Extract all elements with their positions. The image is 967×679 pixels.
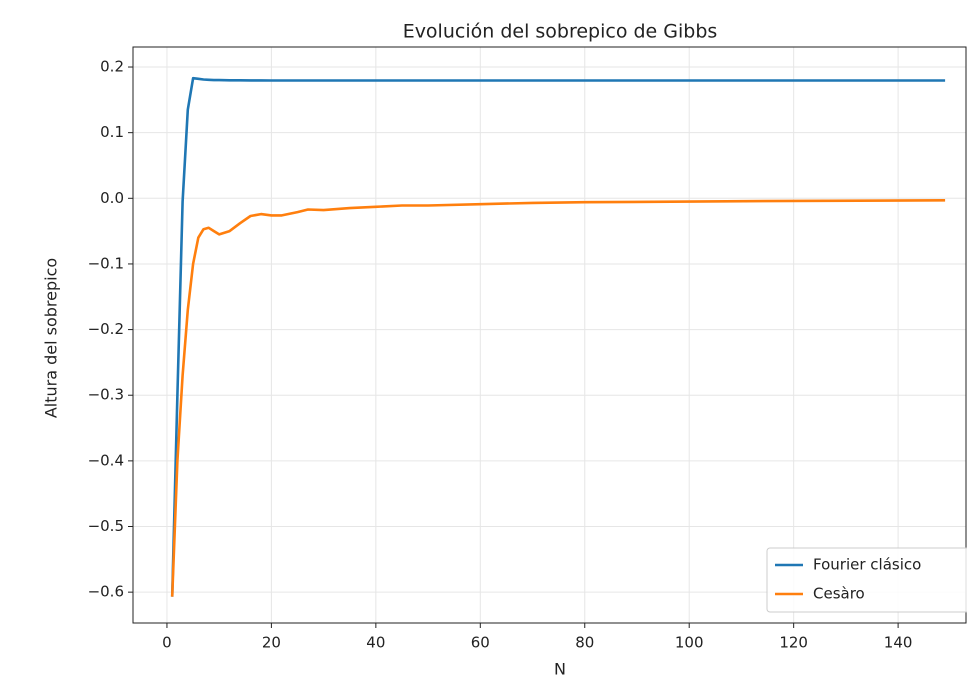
y-tick-label: −0.4 xyxy=(88,451,124,469)
y-tick-label: −0.5 xyxy=(88,517,124,535)
x-tick-label: 140 xyxy=(884,634,913,652)
data-line xyxy=(170,76,946,597)
legend-box xyxy=(766,547,967,613)
x-tick-label: 100 xyxy=(675,634,704,652)
chart-title: Evolución del sobrepico de Gibbs xyxy=(403,21,718,43)
y-tick-label: −0.3 xyxy=(88,386,124,404)
y-axis-label: Altura del sobrepico xyxy=(42,258,61,418)
x-tick-label: 0 xyxy=(162,634,172,652)
plot-frame xyxy=(132,46,967,624)
y-tick-label: 0.1 xyxy=(100,123,124,141)
x-tick-label: 20 xyxy=(262,634,281,652)
x-tick-label: 40 xyxy=(366,634,385,652)
x-axis-label: N xyxy=(554,660,566,679)
y-tick-label: 0.2 xyxy=(100,58,124,76)
data-line xyxy=(170,199,946,597)
x-tick-label: 120 xyxy=(779,634,808,652)
y-tick-label: 0.0 xyxy=(100,189,124,207)
legend: Fourier clásico Cesàro xyxy=(766,547,967,613)
y-tick-label: −0.2 xyxy=(88,320,124,338)
y-tick-label: −0.1 xyxy=(88,254,124,272)
x-tick-label: 80 xyxy=(575,634,594,652)
x-tick-label: 60 xyxy=(471,634,490,652)
legend-label: Cesàro xyxy=(813,585,865,603)
legend-label: Fourier clásico xyxy=(813,556,921,574)
y-tick-label: −0.6 xyxy=(88,583,124,601)
